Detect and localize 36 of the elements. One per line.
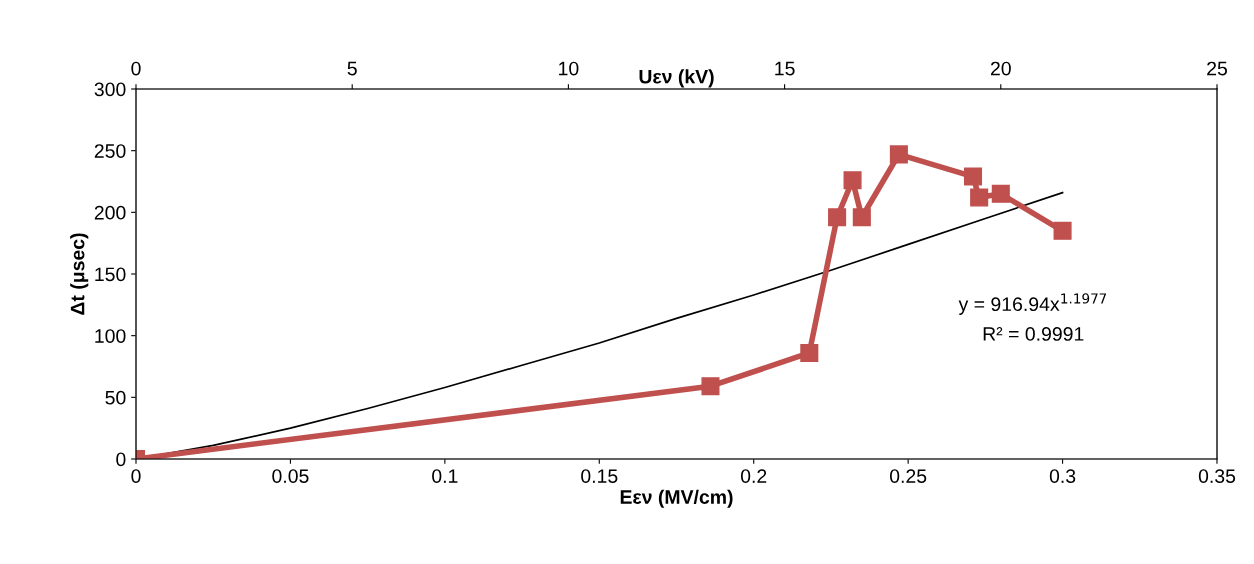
y-tick-label: 50 [105,390,126,405]
point [1053,221,1072,240]
y-tick-label: 250 [94,144,126,158]
x-tick-label: 0.35 [1198,469,1236,483]
x-axis-title: Eεν (MV/cm) [620,489,733,508]
point [970,188,989,207]
point [800,343,819,362]
x2-tick-label: 20 [990,61,1011,76]
x2-tick-label: 25 [1207,61,1227,76]
x-tick-label: 0.25 [889,469,927,483]
y-tick-label: 150 [95,267,126,282]
x2-tick-label: 5 [347,61,357,76]
x2-tick-label: 0 [131,61,141,76]
y-tick-label: 300 [94,82,126,97]
x2-tick-label: 10 [559,61,579,76]
annotation: R² = 0.9991 [983,327,1084,341]
x2-axis-title: Uεν (kV) [639,69,714,88]
x-tick-label: 0.1 [432,469,458,483]
x-tick-label: 0.2 [740,469,767,483]
x2-tick-label: 15 [775,61,795,76]
x-tick-label: 0.15 [581,469,618,483]
annotation: y = 916.94x$^{1.1977}$ [958,293,1107,315]
point [991,184,1010,203]
x-tick-label: 0.3 [1049,469,1076,483]
point [963,167,983,186]
y-tick-label: 0 [116,452,126,467]
x-tick-label: 0 [131,469,141,483]
point [701,377,720,396]
y-axis-title: Δt (μsec) [70,233,89,315]
y-tick-label: 200 [94,205,126,220]
x-tick-label: 0.05 [272,469,309,483]
point [843,171,862,190]
point [852,208,871,227]
y-tick-label: 100 [95,329,126,343]
point [828,208,847,227]
point [889,145,908,164]
